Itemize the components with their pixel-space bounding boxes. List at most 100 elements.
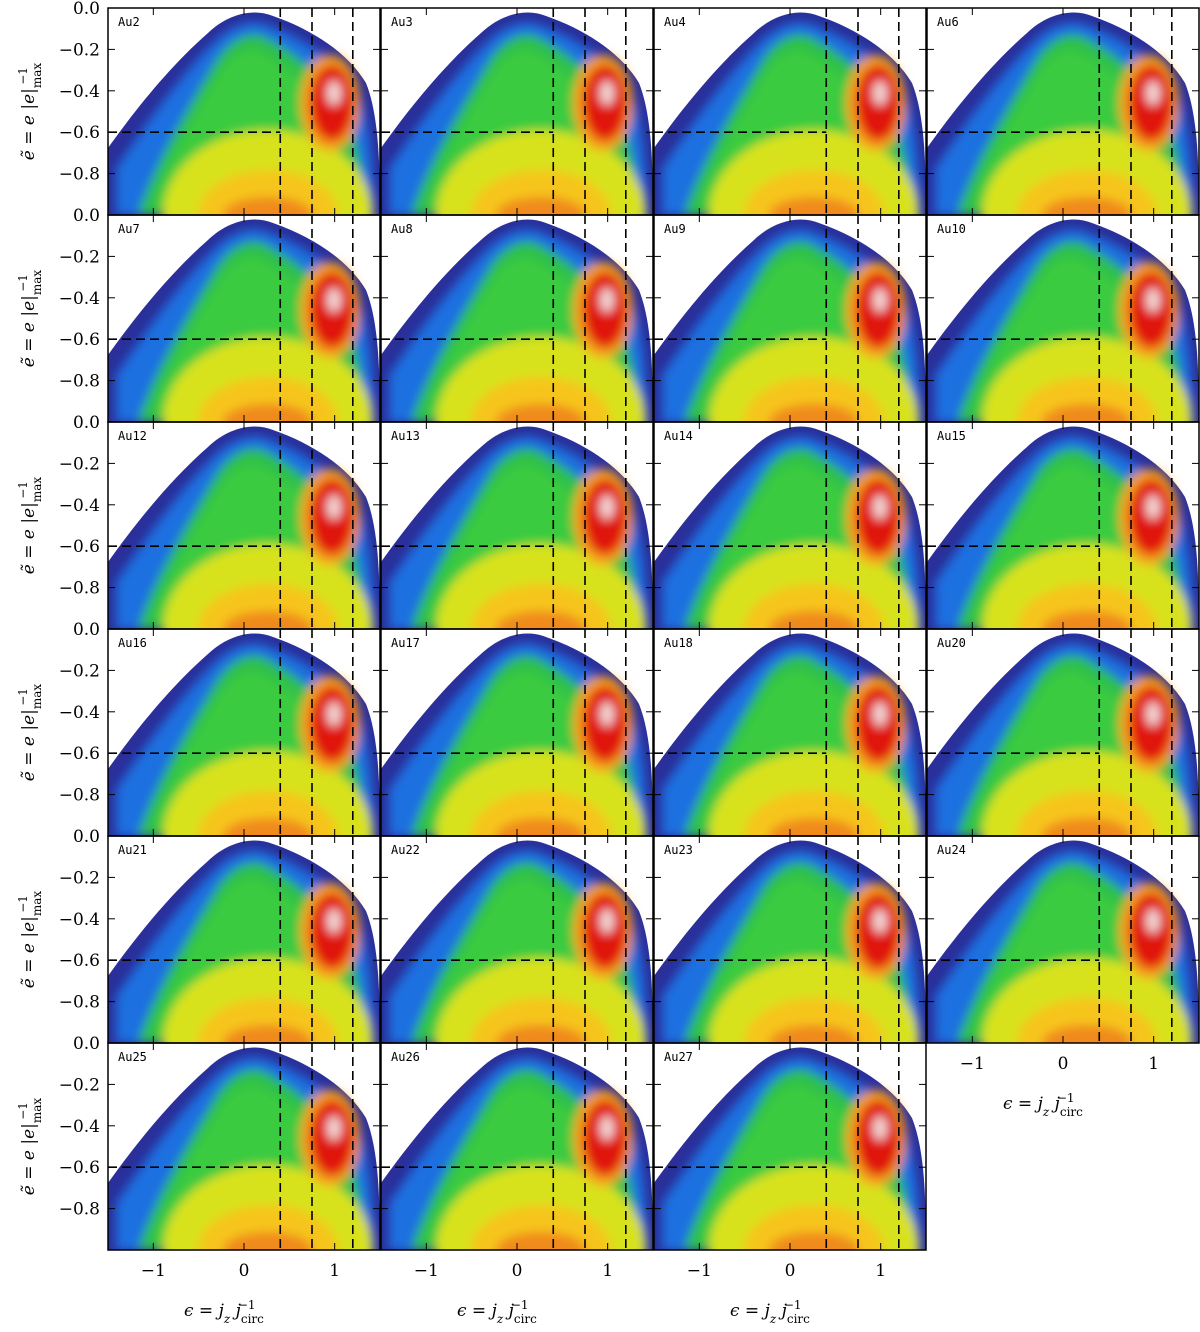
x-axis-label: ϵ = jz jcirc−1 (457, 1298, 537, 1326)
y-axis-label: ẽ = e |e|max−1 (16, 477, 44, 575)
y-tick-label: −0.4 (59, 703, 100, 723)
y-tick-label: −0.8 (59, 786, 100, 806)
y-tick-label: −0.2 (59, 661, 100, 681)
y-tick-label: −0.2 (59, 868, 100, 888)
x-label-part: −1 (784, 1298, 802, 1312)
y-tick-label: −0.4 (59, 82, 100, 102)
x-tick-label: 1 (875, 1261, 886, 1281)
y-tick-label: −0.6 (59, 744, 100, 764)
y-label-part: ẽ = e |e| (19, 88, 39, 160)
panel-label: Au25 (118, 1050, 147, 1064)
y-tick-label: 0.0 (73, 827, 100, 847)
panel: Au22 (380, 835, 654, 1044)
panel-frame (107, 1042, 381, 1251)
y-tick-label: −0.8 (59, 372, 100, 392)
x-label-part: −1 (238, 1298, 256, 1312)
y-label-part: ẽ = e |e| (19, 1123, 39, 1195)
panel: Au20 (926, 628, 1200, 837)
y-tick-label: −0.6 (59, 951, 100, 971)
x-tick-label: −1 (141, 1261, 166, 1281)
x-label-part: j (503, 1301, 514, 1321)
x-tick-label: −1 (414, 1261, 439, 1281)
x-label-part: z (496, 1312, 504, 1326)
x-label-part: ϵ = j (730, 1301, 771, 1321)
y-tick-label: 0.0 (73, 413, 100, 433)
x-tick-label: −1 (687, 1261, 712, 1281)
panel-label: Au4 (664, 15, 686, 29)
density-map (108, 1048, 380, 1332)
panel-label: Au27 (664, 1050, 693, 1064)
x-label-part: ϵ = j (1003, 1094, 1044, 1114)
y-tick-label: −0.2 (59, 247, 100, 267)
y-label-part: −1 (16, 895, 30, 913)
y-tick-label: −0.8 (59, 1200, 100, 1220)
panel-label: Au17 (391, 636, 420, 650)
x-axis-label: ϵ = jz jcirc−1 (730, 1298, 810, 1326)
panel-frame (926, 835, 1200, 1044)
y-axis-label: ẽ = e |e|max−1 (16, 891, 44, 989)
x-tick-label: 1 (329, 1261, 340, 1281)
y-label-part: −1 (16, 274, 30, 292)
panel-label: Au3 (391, 15, 413, 29)
panel-label: Au12 (118, 429, 147, 443)
x-label-part: circ (1060, 1105, 1083, 1119)
panel-label: Au21 (118, 843, 147, 857)
panel-label: Au10 (937, 222, 966, 236)
panel: 0.0 −0.2 −0.4 −0.6 −0.8 Au7 (59, 206, 381, 423)
x-label-part: j (776, 1301, 787, 1321)
y-label-part: ẽ = e |e| (19, 295, 39, 367)
y-axis-label: ẽ = e |e|max−1 (16, 270, 44, 368)
y-label-part: −1 (16, 67, 30, 85)
panel-label: Au15 (937, 429, 966, 443)
y-axis-label: ẽ = e |e|max−1 (16, 63, 44, 161)
panel-label: Au24 (937, 843, 966, 857)
y-label-part: −1 (16, 1102, 30, 1120)
y-tick-label: −0.6 (59, 537, 100, 557)
y-label-part: −1 (16, 688, 30, 706)
y-tick-label: 0.0 (73, 620, 100, 640)
x-label-part: circ (787, 1312, 810, 1326)
y-label-part: −1 (16, 481, 30, 499)
x-label-part: z (223, 1312, 231, 1326)
panel-label: Au7 (118, 222, 140, 236)
density-map (654, 1048, 926, 1332)
x-tick-label: 0 (239, 1261, 250, 1281)
x-tick-label: 1 (602, 1261, 613, 1281)
y-label-part: max (30, 63, 44, 89)
y-axis-label: ẽ = e |e|max−1 (16, 1098, 44, 1196)
y-axis-label: ẽ = e |e|max−1 (16, 684, 44, 782)
panel-label: Au23 (664, 843, 693, 857)
y-tick-label: 0.0 (73, 206, 100, 226)
y-label-part: max (30, 1098, 44, 1124)
panel-frame (653, 1042, 927, 1251)
panel: Au4 (653, 7, 927, 216)
x-axis-label: ϵ = jz jcirc−1 (1003, 1091, 1083, 1119)
y-label-part: ẽ = e |e| (19, 916, 39, 988)
x-label-part: z (1042, 1105, 1050, 1119)
y-tick-label: −0.8 (59, 165, 100, 185)
panel-label: Au14 (664, 429, 693, 443)
panel: −1 0 1 Au26 ϵ = jz jcirc−1 (380, 1042, 654, 1326)
x-label-part: j (230, 1301, 241, 1321)
y-label-part: ẽ = e |e| (19, 709, 39, 781)
panel: 0.0 −0.2 −0.4 −0.6 −0.8 Au12 (59, 413, 381, 630)
x-tick-label: 0 (785, 1261, 796, 1281)
panel-label: Au26 (391, 1050, 420, 1064)
x-tick-label: −1 (960, 1054, 985, 1074)
y-tick-label: −0.4 (59, 496, 100, 516)
y-tick-label: −0.8 (59, 579, 100, 599)
y-tick-label: −0.2 (59, 454, 100, 474)
y-tick-label: −0.4 (59, 289, 100, 309)
panel: −1 0 1 Au27 ϵ = jz jcirc−1 (653, 1042, 927, 1332)
panel-label: Au22 (391, 843, 420, 857)
y-label-part: max (30, 270, 44, 296)
x-tick-label: 0 (1058, 1054, 1069, 1074)
panel-frame (380, 1042, 654, 1251)
panel: Au9 (653, 214, 927, 423)
y-tick-label: −0.6 (59, 123, 100, 143)
panel-label: Au8 (391, 222, 413, 236)
x-tick-label: 0 (512, 1261, 523, 1281)
y-label-part: max (30, 477, 44, 503)
